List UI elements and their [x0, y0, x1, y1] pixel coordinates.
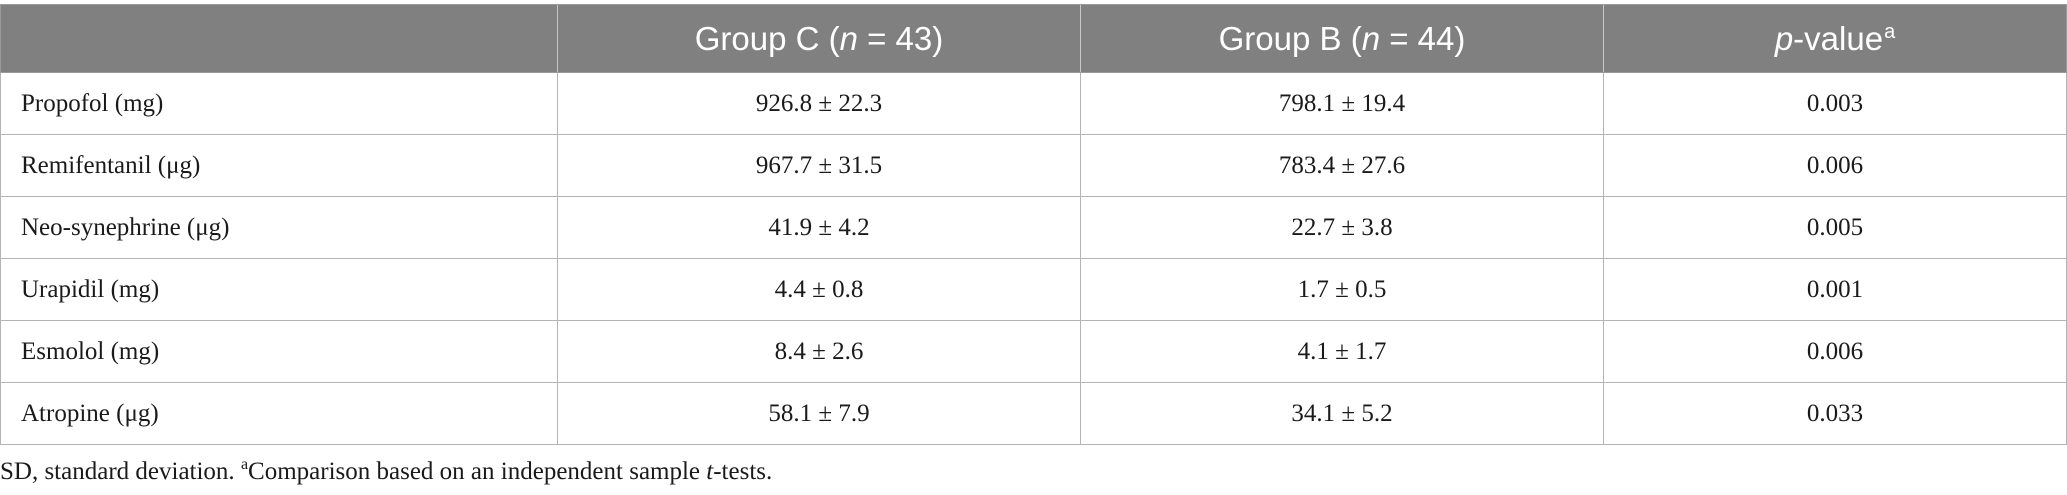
- group-c-value-cell: 41.9 ± 4.2: [557, 196, 1081, 259]
- p-value-cell: 0.033: [1603, 382, 2067, 445]
- header-group-c-label: Group C (: [694, 19, 840, 57]
- group-c-value-cell: 4.4 ± 0.8: [557, 258, 1081, 321]
- footnote-mark: a: [240, 456, 249, 473]
- drug-name-cell: Atropine (μg): [0, 382, 558, 445]
- header-group-b-n: n: [1361, 19, 1381, 57]
- footnote-suffix: -tests.: [713, 458, 773, 485]
- group-b-value-cell: 783.4 ± 27.6: [1080, 134, 1604, 197]
- table-row: Urapidil (mg) 4.4 ± 0.8 1.7 ± 0.5 0.001: [0, 258, 2067, 321]
- p-value-cell: 0.006: [1603, 134, 2067, 197]
- footnote-abbreviation: SD, standard deviation.: [0, 458, 241, 485]
- group-b-value-cell: 34.1 ± 5.2: [1080, 382, 1604, 445]
- header-group-c: Group C (n = 43): [557, 4, 1081, 73]
- table-row: Esmolol (mg) 8.4 ± 2.6 4.1 ± 1.7 0.006: [0, 320, 2067, 383]
- drug-name-cell: Urapidil (mg): [0, 258, 558, 321]
- table-footnote: SD, standard deviation. aComparison base…: [0, 456, 772, 486]
- table-header: Group C (n = 43) Group B (n = 44) p-valu…: [0, 4, 2067, 73]
- table-body: Propofol (mg) 926.8 ± 22.3 798.1 ± 19.4 …: [0, 72, 2067, 445]
- header-p-value-footnote-mark: a: [1884, 20, 1896, 43]
- header-p-value: p-valuea: [1603, 4, 2067, 73]
- data-table-container: Group C (n = 43) Group B (n = 44) p-valu…: [0, 4, 2067, 445]
- footnote-text: Comparison based on an independent sampl…: [248, 458, 707, 485]
- footnote-t-italic: t: [706, 458, 714, 485]
- group-c-value-cell: 967.7 ± 31.5: [557, 134, 1081, 197]
- group-b-value-cell: 798.1 ± 19.4: [1080, 72, 1604, 135]
- drug-name-cell: Esmolol (mg): [0, 320, 558, 383]
- table-row: Remifentanil (μg) 967.7 ± 31.5 783.4 ± 2…: [0, 134, 2067, 197]
- drug-name-cell: Remifentanil (μg): [0, 134, 558, 197]
- group-c-value-cell: 926.8 ± 22.3: [557, 72, 1081, 135]
- p-value-cell: 0.001: [1603, 258, 2067, 321]
- header-group-c-n: n: [839, 19, 858, 57]
- header-row: Group C (n = 43) Group B (n = 44) p-valu…: [0, 4, 2067, 73]
- group-b-value-cell: 1.7 ± 0.5: [1080, 258, 1604, 321]
- group-b-value-cell: 4.1 ± 1.7: [1080, 320, 1604, 383]
- drug-name-cell: Propofol (mg): [0, 72, 558, 135]
- p-value-cell: 0.003: [1603, 72, 2067, 135]
- header-group-b: Group B (n = 44): [1080, 4, 1604, 73]
- header-group-b-count: = 44): [1380, 19, 1466, 57]
- p-value-cell: 0.006: [1603, 320, 2067, 383]
- header-group-c-count: = 43): [857, 19, 944, 57]
- header-drug-column: [0, 4, 558, 73]
- p-value-cell: 0.005: [1603, 196, 2067, 259]
- drug-name-cell: Neo-synephrine (μg): [0, 196, 558, 259]
- group-c-value-cell: 58.1 ± 7.9: [557, 382, 1081, 445]
- table-row: Neo-synephrine (μg) 41.9 ± 4.2 22.7 ± 3.…: [0, 196, 2067, 259]
- header-p-value-label: -value: [1793, 19, 1884, 57]
- header-group-b-label: Group B (: [1218, 19, 1362, 57]
- table-row: Atropine (μg) 58.1 ± 7.9 34.1 ± 5.2 0.03…: [0, 382, 2067, 445]
- group-b-value-cell: 22.7 ± 3.8: [1080, 196, 1604, 259]
- group-c-value-cell: 8.4 ± 2.6: [557, 320, 1081, 383]
- drug-dosage-table: Group C (n = 43) Group B (n = 44) p-valu…: [0, 4, 2067, 445]
- table-row: Propofol (mg) 926.8 ± 22.3 798.1 ± 19.4 …: [0, 72, 2067, 135]
- header-p-italic: p: [1774, 19, 1794, 57]
